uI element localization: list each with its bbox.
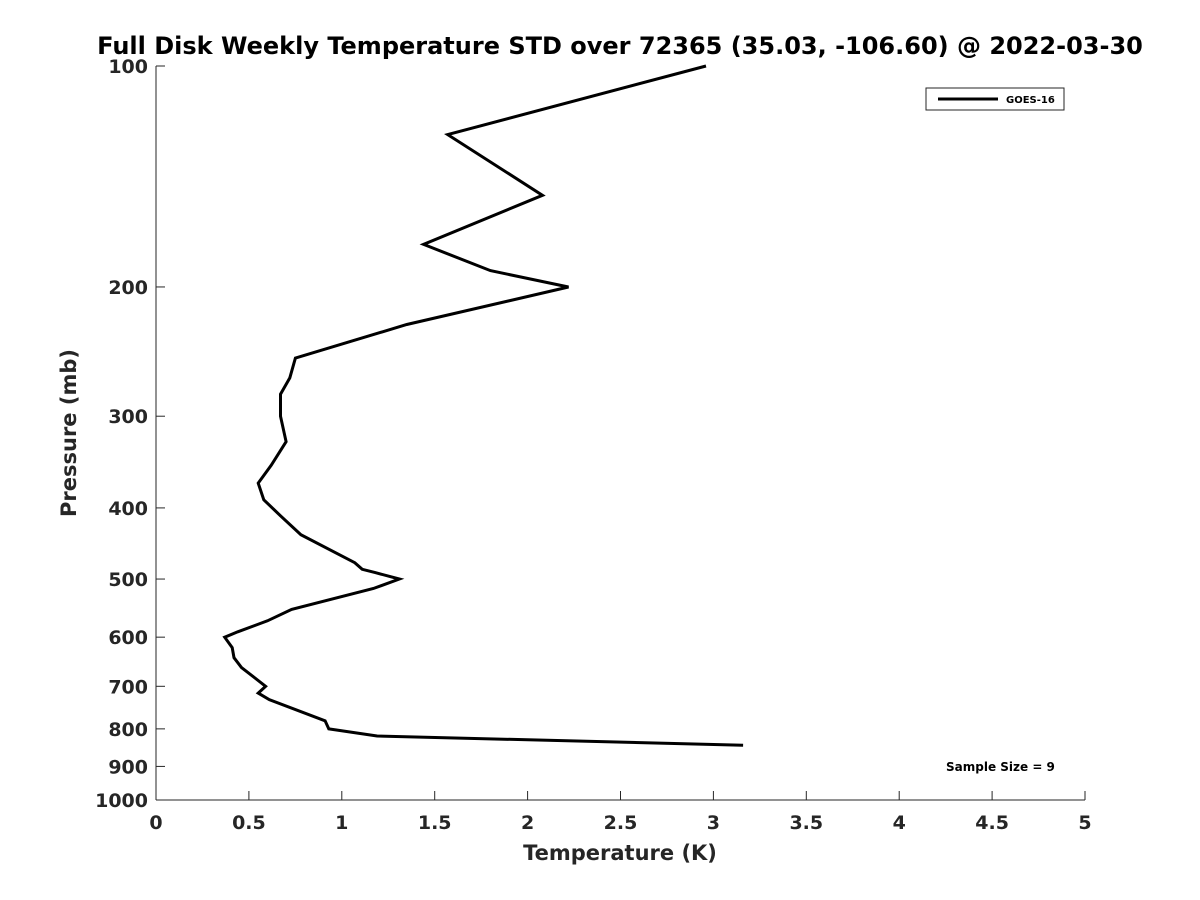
series-line-goes-16: [222, 64, 744, 747]
x-axis-label: Temperature (K): [523, 841, 717, 865]
y-ticks: 100 200 300 400 500 600 700 800 900 1000: [95, 56, 165, 812]
x-ticks: 0 0.5 1 1.5 2 2.5 3 3.5 4 4.5 5: [149, 791, 1092, 834]
y-tick-label: 200: [108, 277, 148, 299]
x-tick-label: 4: [893, 812, 906, 834]
y-axis-label: Pressure (mb): [57, 349, 81, 517]
y-tick-label: 400: [108, 498, 148, 520]
x-tick-label: 3: [707, 812, 720, 834]
legend-label: GOES-16: [1006, 95, 1055, 106]
x-tick-label: 0: [149, 812, 162, 834]
y-tick-label: 700: [108, 676, 148, 698]
x-tick-label: 4.5: [975, 812, 1009, 834]
x-tick-label: 0.5: [232, 812, 266, 834]
legend: GOES-16: [925, 87, 1065, 111]
y-tick-label: 600: [108, 627, 148, 649]
x-tick-label: 2: [521, 812, 534, 834]
y-tick-label: 900: [108, 756, 148, 778]
chart-title: Full Disk Weekly Temperature STD over 72…: [97, 32, 1143, 60]
x-tick-label: 3.5: [789, 812, 823, 834]
y-tick-label: 100: [108, 56, 148, 78]
series-layer: [222, 64, 744, 747]
x-tick-label: 2.5: [604, 812, 638, 834]
y-tick-label: 300: [108, 406, 148, 428]
y-tick-label: 500: [108, 569, 148, 591]
x-tick-label: 5: [1078, 812, 1091, 834]
x-tick-label: 1: [335, 812, 348, 834]
sample-size-annotation: Sample Size = 9: [946, 760, 1055, 774]
axes: [155, 66, 1085, 801]
y-tick-label: 1000: [95, 790, 148, 812]
y-tick-label: 800: [108, 719, 148, 741]
x-tick-label: 1.5: [418, 812, 452, 834]
